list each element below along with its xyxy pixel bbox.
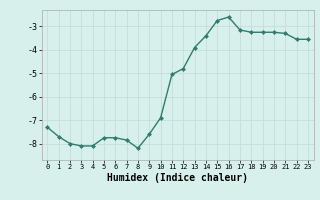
X-axis label: Humidex (Indice chaleur): Humidex (Indice chaleur) xyxy=(107,173,248,183)
